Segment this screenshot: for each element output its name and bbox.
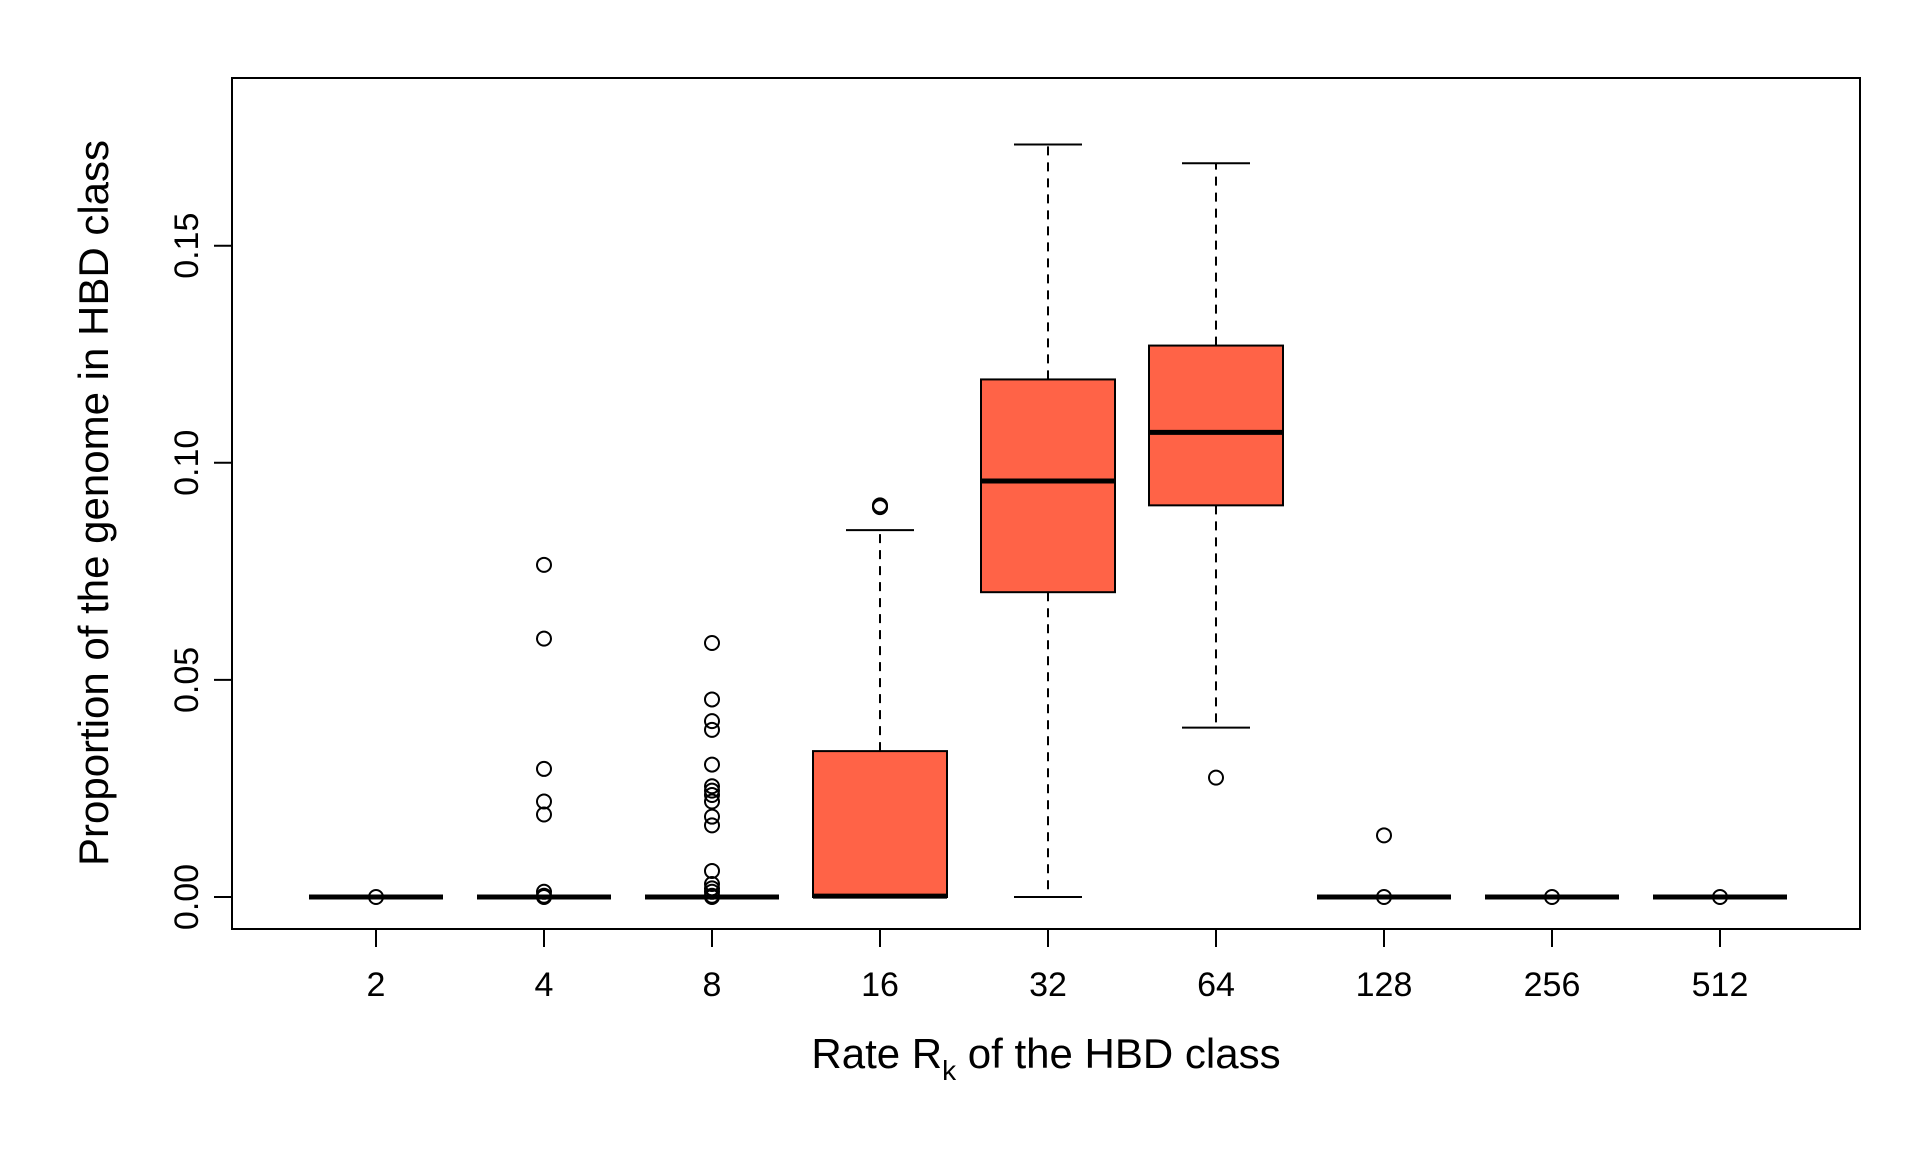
x-tick-label: 128	[1356, 966, 1413, 1004]
y-tick-label: 0.10	[168, 430, 206, 496]
x-axis-title-main: Rate R	[811, 1030, 942, 1077]
outlier-point	[1208, 769, 1224, 786]
box-iqr	[812, 750, 948, 899]
x-axis-title-tail: of the HBD class	[956, 1030, 1280, 1077]
outlier-point	[704, 793, 720, 810]
outlier-point	[704, 721, 720, 738]
outlier-point	[1544, 889, 1560, 905]
x-tick-label: 32	[1029, 966, 1067, 1004]
outlier-point	[704, 713, 720, 730]
outlier-point	[872, 499, 888, 516]
outlier-point	[704, 817, 720, 834]
box-256	[1485, 889, 1619, 905]
y-tick-label: 0.15	[168, 213, 206, 279]
box-512	[1653, 889, 1787, 905]
outlier-point	[536, 793, 552, 810]
x-axis: 2 4 8 16 32 64 128 256 512	[367, 928, 1749, 1004]
outlier-point	[704, 862, 720, 879]
outlier-point	[1712, 889, 1728, 905]
y-tick-label: 0.00	[168, 864, 206, 930]
outlier-point	[704, 691, 720, 708]
outlier-point	[704, 782, 720, 799]
y-tick-label: 0.05	[168, 647, 206, 713]
box-series	[309, 143, 1787, 905]
box-16	[812, 497, 948, 899]
outlier-point	[536, 889, 552, 905]
box-64	[1148, 162, 1284, 786]
box-8	[645, 634, 779, 905]
x-tick-label: 4	[535, 966, 554, 1004]
outlier-point	[536, 760, 552, 777]
x-tick-label: 512	[1692, 966, 1749, 1004]
outlier-point	[536, 630, 552, 647]
x-axis-title-subscript: k	[942, 1055, 957, 1086]
outlier-point	[704, 634, 720, 651]
outlier-point	[704, 808, 720, 825]
outlier-point	[704, 786, 720, 803]
y-axis: 0.00 0.05 0.10 0.15	[168, 213, 233, 930]
outlier-point	[704, 778, 720, 795]
x-axis-title: Rate Rk of the HBD class	[811, 1030, 1280, 1086]
x-tick-label: 2	[367, 966, 386, 1004]
outlier-point	[704, 756, 720, 773]
x-tick-label: 64	[1197, 966, 1235, 1004]
box-iqr	[980, 378, 1116, 594]
x-tick-label: 256	[1524, 966, 1581, 1004]
outlier-point	[536, 883, 552, 900]
box-4	[477, 556, 611, 905]
outlier-point	[536, 556, 552, 573]
outlier-point	[1376, 827, 1392, 844]
box-128	[1317, 827, 1451, 905]
outlier-point	[704, 883, 720, 900]
x-tick-label: 8	[703, 966, 722, 1004]
y-axis-title: Proportion of the genome in HBD class	[70, 140, 117, 866]
outlier-point	[536, 806, 552, 823]
x-tick-label: 16	[861, 966, 899, 1004]
outlier-point	[368, 889, 384, 905]
box-iqr	[1148, 344, 1284, 507]
outlier-point	[1376, 889, 1392, 905]
box-2	[309, 889, 443, 905]
box-32	[980, 143, 1116, 898]
outlier-point	[704, 889, 720, 905]
